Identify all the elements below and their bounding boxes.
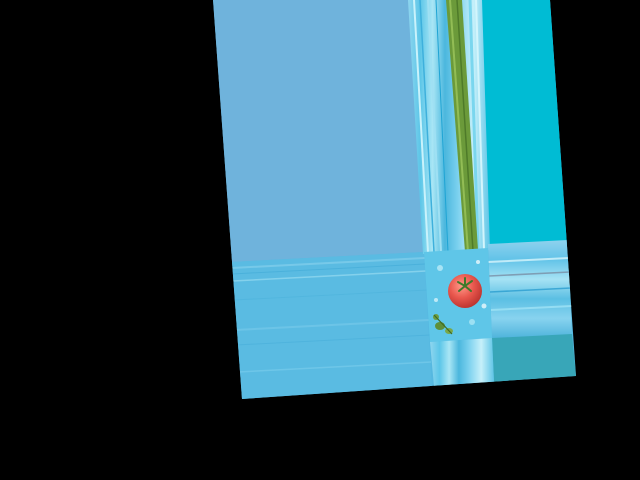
upper-left-block bbox=[213, 0, 424, 262]
thumbnail-splashes bbox=[434, 260, 487, 325]
stem bbox=[446, 0, 478, 253]
lower-left-streaks bbox=[231, 257, 432, 373]
right-block bbox=[480, 0, 568, 248]
right-band-streaks bbox=[487, 257, 573, 311]
vertical-streaks bbox=[413, 0, 485, 253]
image-card bbox=[213, 0, 576, 399]
right-horizontal-band bbox=[488, 240, 572, 338]
tomato-icon bbox=[448, 274, 482, 308]
herb-icon bbox=[433, 314, 453, 335]
lower-vertical-streaks bbox=[430, 338, 494, 386]
bottom-right-block bbox=[492, 334, 576, 382]
